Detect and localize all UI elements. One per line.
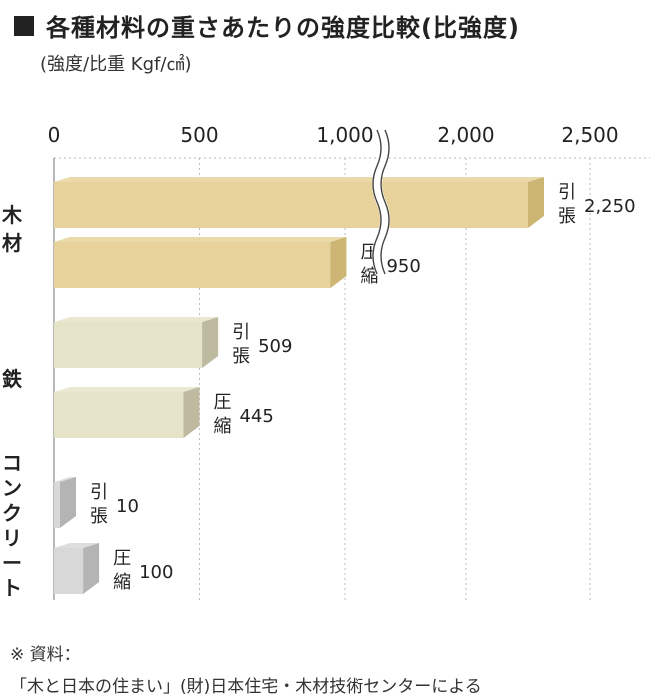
category-label: 木 (1, 203, 23, 227)
bar-type-label: 圧 (213, 392, 231, 413)
bar-top-face (54, 237, 347, 242)
bar-2-0 (54, 482, 60, 528)
bar-0-1 (54, 242, 331, 288)
bar-type-label: 縮 (213, 416, 231, 437)
bar-value-label: 950 (386, 256, 420, 277)
bar-side-face (183, 387, 200, 438)
bar-top-face (54, 177, 544, 182)
source-note-text: 「木と日本の住まい」(財)日本住宅・木材技術センターによる (10, 677, 482, 697)
source-note-label: ※ 資料： (10, 645, 81, 665)
bar-top-face (54, 477, 76, 482)
bar-value-label: 10 (116, 496, 139, 517)
category-label: ン (2, 476, 22, 500)
axis-break-line (372, 129, 382, 275)
x-tick-label: 500 (180, 123, 218, 147)
bar-type-label: 縮 (360, 266, 378, 287)
bar-side-face (528, 177, 544, 228)
bar-top-face (54, 317, 219, 322)
bar-1-1 (54, 392, 184, 438)
bar-value-label: 100 (139, 562, 173, 583)
x-tick-label: 2,000 (437, 123, 494, 147)
bar-type-label: 圧 (113, 548, 131, 569)
bar-1-0 (54, 322, 203, 368)
bar-type-label: 張 (558, 206, 576, 227)
x-tick-label: 2,500 (561, 123, 618, 147)
bar-side-face (83, 543, 100, 594)
category-label: ト (2, 576, 22, 600)
bar-side-face (202, 317, 219, 368)
x-tick-label: 1,000 (316, 123, 373, 147)
bar-value-label: 2,250 (584, 196, 636, 217)
category-label: 鉄 (2, 367, 22, 391)
title-block: 各種材料の重さあたりの強度比較(比強度) (14, 8, 520, 43)
bar-type-label: 張 (90, 506, 108, 527)
bar-type-label: 張 (232, 346, 250, 367)
bar-0-0 (54, 182, 528, 228)
category-label: ク (2, 501, 22, 525)
x-tick-label: 0 (48, 123, 61, 147)
axis-break-line (380, 129, 390, 275)
bar-type-label: 引 (90, 482, 108, 503)
bar-top-face (54, 387, 200, 392)
chart-unit: (強度/比重 Kgf/㎠) (40, 54, 192, 75)
chart-title: 各種材料の重さあたりの強度比較(比強度) (46, 14, 520, 42)
title-square-icon (14, 15, 34, 36)
bar-type-label: 縮 (113, 572, 131, 593)
bar-top-face (54, 543, 100, 548)
bar-type-label: 引 (558, 182, 576, 203)
bar-2-1 (54, 548, 84, 594)
bar-side-face (60, 477, 76, 528)
category-label: ー (2, 551, 22, 575)
bar-type-label: 引 (232, 322, 250, 343)
bar-value-label: 509 (258, 336, 292, 357)
bar-value-label: 445 (239, 406, 273, 427)
bar-side-face (330, 237, 347, 288)
category-label: 材 (2, 231, 22, 255)
category-label: コ (2, 451, 22, 475)
category-label: リ (2, 526, 22, 550)
axis-break-mask (372, 127, 390, 277)
